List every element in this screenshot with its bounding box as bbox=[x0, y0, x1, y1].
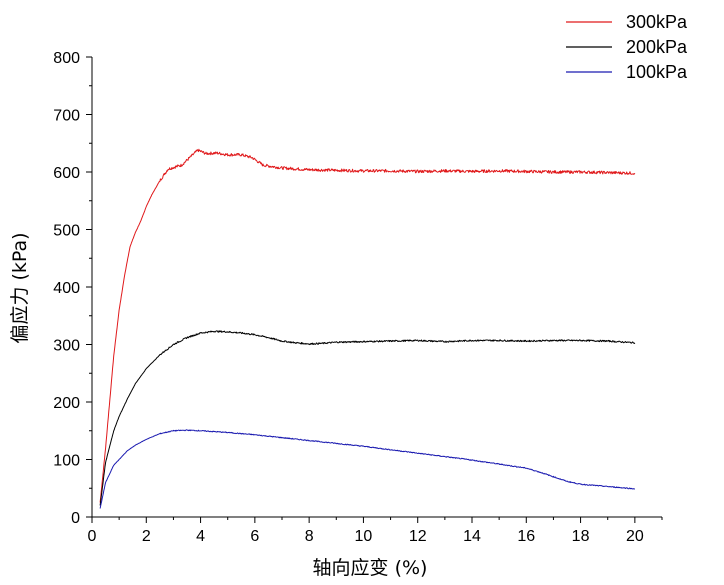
x-tick-label: 12 bbox=[409, 528, 427, 545]
y-tick-label: 200 bbox=[53, 395, 80, 412]
series-line-200kPa bbox=[99, 330, 636, 506]
x-tick-label: 2 bbox=[142, 528, 151, 545]
x-tick-label: 4 bbox=[196, 528, 205, 545]
y-tick-label: 800 bbox=[53, 50, 80, 67]
y-tick-label: 400 bbox=[53, 280, 80, 297]
y-tick-label: 300 bbox=[53, 338, 80, 355]
y-axis-ticks: 0 100 200 300 400 500 600 700 800 bbox=[53, 50, 92, 527]
x-tick-label: 10 bbox=[355, 528, 373, 545]
legend: 300kPa 200kPa 100kPa bbox=[566, 12, 688, 82]
legend-label-100kPa: 100kPa bbox=[626, 62, 688, 82]
y-tick-label: 700 bbox=[53, 108, 80, 125]
x-tick-label: 14 bbox=[463, 528, 481, 545]
x-tick-label: 0 bbox=[88, 528, 97, 545]
x-tick-label: 18 bbox=[572, 528, 590, 545]
x-tick-label: 8 bbox=[305, 528, 314, 545]
y-tick-label: 600 bbox=[53, 165, 80, 182]
x-tick-label: 16 bbox=[517, 528, 535, 545]
x-tick-label: 20 bbox=[626, 528, 644, 545]
x-axis-ticks: 0 2 4 6 8 10 12 14 16 18 20 bbox=[88, 517, 663, 545]
legend-label-300kPa: 300kPa bbox=[626, 12, 688, 32]
y-axis-label: 偏应力 (kPa) bbox=[9, 232, 31, 343]
y-tick-label: 500 bbox=[53, 223, 80, 240]
series-layer bbox=[99, 148, 636, 509]
x-axis-label: 轴向应变 (%) bbox=[313, 557, 428, 579]
y-tick-label: 0 bbox=[71, 510, 80, 527]
series-line-300kPa bbox=[99, 148, 636, 503]
series-line-100kPa bbox=[99, 429, 636, 509]
legend-label-200kPa: 200kPa bbox=[626, 37, 688, 57]
y-tick-label: 100 bbox=[53, 453, 80, 470]
x-tick-label: 6 bbox=[250, 528, 259, 545]
